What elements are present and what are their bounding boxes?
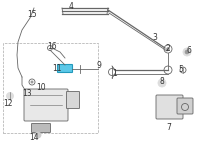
Circle shape [7, 92, 14, 100]
FancyBboxPatch shape [24, 89, 68, 121]
Circle shape [166, 47, 170, 51]
Circle shape [31, 81, 33, 83]
Circle shape [158, 79, 166, 87]
Circle shape [35, 132, 41, 138]
Text: 4: 4 [69, 1, 73, 10]
Text: 13: 13 [22, 88, 32, 97]
Text: 6: 6 [187, 46, 191, 55]
Text: 10: 10 [36, 82, 46, 91]
Circle shape [183, 48, 191, 56]
Text: 14: 14 [29, 133, 39, 142]
FancyBboxPatch shape [177, 98, 193, 114]
FancyBboxPatch shape [32, 123, 51, 132]
Text: 11: 11 [52, 64, 62, 72]
Text: 5: 5 [179, 65, 183, 74]
Bar [3, 43, 98, 133]
Text: 2: 2 [166, 44, 170, 52]
Text: 12: 12 [3, 98, 13, 107]
Text: 15: 15 [27, 10, 37, 19]
FancyBboxPatch shape [156, 95, 183, 119]
Text: 1: 1 [113, 69, 117, 77]
FancyBboxPatch shape [67, 91, 80, 108]
Text: 7: 7 [167, 122, 171, 132]
Text: 16: 16 [47, 41, 57, 51]
Text: 3: 3 [153, 32, 157, 41]
Text: 8: 8 [160, 76, 164, 86]
Text: 9: 9 [97, 61, 101, 70]
Circle shape [185, 50, 189, 54]
FancyBboxPatch shape [58, 65, 73, 72]
